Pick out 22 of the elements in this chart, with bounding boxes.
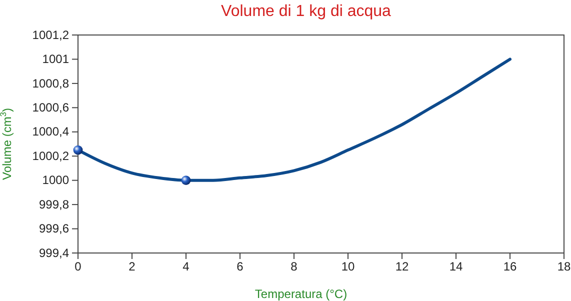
y-tick-label: 999,8 <box>38 197 70 212</box>
x-tick-label: 4 <box>182 260 190 274</box>
y-tick-label: 1000 <box>42 173 70 188</box>
y-tick-label: 1000,4 <box>32 124 70 139</box>
x-tick-label: 8 <box>290 260 298 274</box>
x-tick-label: 10 <box>341 260 355 274</box>
chart-title: Volume di 1 kg di acqua <box>221 3 392 20</box>
x-tick-label: 18 <box>557 260 571 274</box>
x-tick-label: 14 <box>449 260 463 274</box>
y-tick-label: 1000,8 <box>32 76 70 90</box>
x-tick-label: 12 <box>395 260 409 274</box>
x-tick-label: 0 <box>74 260 82 274</box>
x-tick-label: 2 <box>128 260 136 274</box>
x-axis-title: Temperatura (°C) <box>254 287 348 301</box>
y-tick-label: 1000,2 <box>32 148 70 163</box>
y-tick-label: 1001,2 <box>32 28 70 42</box>
y-tick-label: 999,4 <box>38 246 70 260</box>
y-tick-label: 1001 <box>42 52 70 66</box>
y-tick-label: 999,6 <box>38 222 70 236</box>
x-tick-label: 16 <box>503 260 517 274</box>
y-tick-label: 1000,6 <box>32 100 70 115</box>
x-tick-label: 6 <box>236 260 244 274</box>
